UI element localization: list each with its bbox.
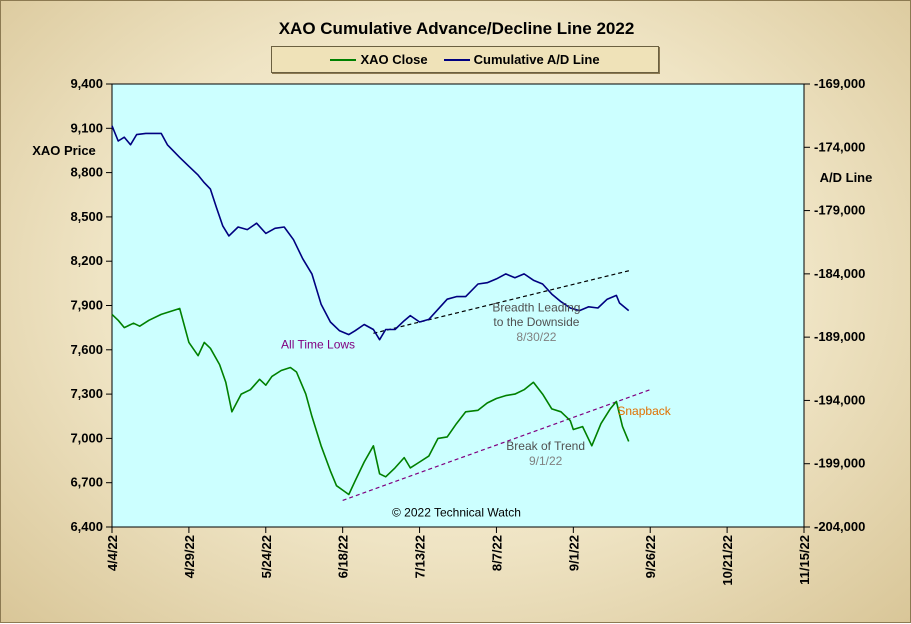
annotation: 9/1/22 <box>529 454 563 468</box>
annotation: 8/30/22 <box>516 330 556 344</box>
annotation: All Time Lows <box>281 337 355 351</box>
y-axis-label: XAO Price <box>32 143 96 158</box>
y2-tick-label: -204,000 <box>814 519 865 534</box>
x-tick-label: 6/18/22 <box>336 535 351 578</box>
series-line-ad-line <box>111 125 630 341</box>
annotation: Snapback <box>617 404 671 418</box>
series-line-xao-close <box>111 307 630 496</box>
annotation: Break of Trend <box>506 439 585 453</box>
legend-swatch-ad <box>443 58 470 61</box>
y-tick-label: 6,400 <box>70 519 103 534</box>
x-tick-label: 10/21/22 <box>720 535 735 586</box>
annotation: Breadth Leading <box>492 300 580 314</box>
y-tick-label: 6,700 <box>70 475 103 490</box>
trendline-0 <box>373 269 632 334</box>
legend-item-ad: Cumulative A/D Line <box>443 52 600 67</box>
plot-area <box>111 83 805 528</box>
y-tick-label: 9,400 <box>70 76 103 91</box>
annotation: © 2022 Technical Watch <box>392 506 521 520</box>
legend-item-xao: XAO Close <box>330 52 428 67</box>
x-tick-label: 9/1/22 <box>566 535 581 571</box>
y-tick-label: 8,500 <box>70 209 103 224</box>
legend-swatch-xao <box>330 58 357 61</box>
y2-tick-label: -189,000 <box>814 329 865 344</box>
legend: XAO Close Cumulative A/D Line <box>271 46 659 73</box>
y-tick-label: 8,800 <box>70 165 103 180</box>
chart-title: XAO Cumulative Advance/Decline Line 2022 <box>278 19 635 38</box>
y2-tick-label: -184,000 <box>814 266 865 281</box>
y-tick-label: 8,200 <box>70 253 103 268</box>
y2-tick-label: -179,000 <box>814 203 865 218</box>
x-tick-label: 9/26/22 <box>643 535 658 578</box>
y-tick-label: 7,000 <box>70 430 103 445</box>
x-tick-label: 4/4/22 <box>105 535 120 571</box>
x-tick-label: 4/29/22 <box>182 535 197 578</box>
x-tick-label: 11/15/22 <box>797 535 812 585</box>
y-tick-label: 7,600 <box>70 342 103 357</box>
x-tick-label: 5/24/22 <box>259 535 274 578</box>
y2-tick-label: -199,000 <box>814 456 865 471</box>
y-tick-label: 7,900 <box>70 298 103 313</box>
y-tick-label: 7,300 <box>70 386 103 401</box>
annotation: to the Downside <box>493 315 579 329</box>
x-tick-label: 7/13/22 <box>413 535 428 578</box>
legend-label-xao: XAO Close <box>360 52 428 67</box>
trendline-1 <box>342 389 651 501</box>
x-tick-label: 8/7/22 <box>489 535 504 571</box>
legend-label-ad: Cumulative A/D Line <box>473 52 600 67</box>
y2-axis-label: A/D Line <box>820 170 873 185</box>
y2-tick-label: -194,000 <box>814 392 865 407</box>
y2-tick-label: -174,000 <box>814 139 865 154</box>
y2-tick-label: -169,000 <box>814 76 865 91</box>
y-tick-label: 9,100 <box>70 120 103 135</box>
